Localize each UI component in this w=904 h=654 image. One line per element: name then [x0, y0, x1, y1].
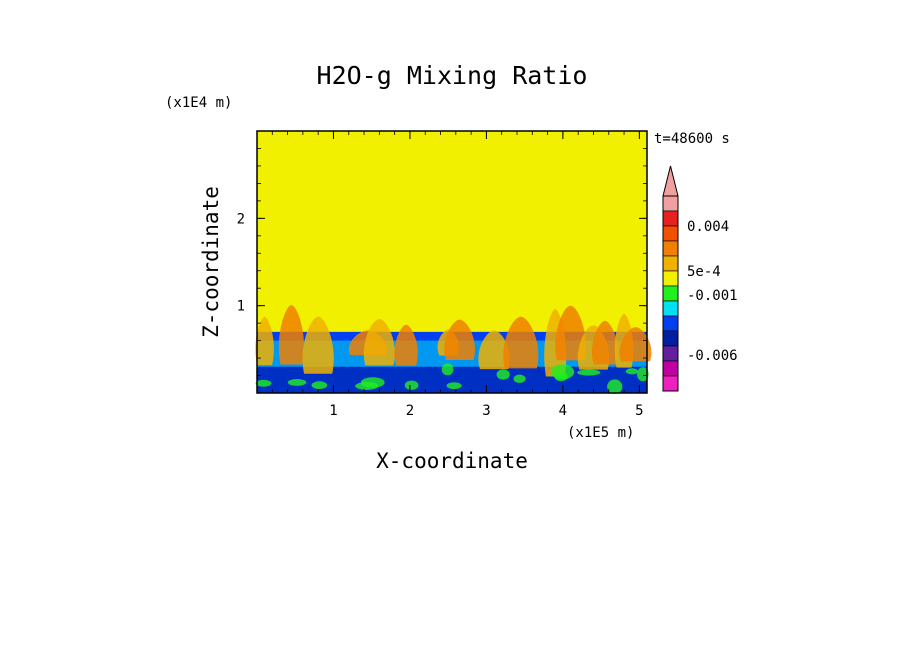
moist-patch: [404, 380, 419, 391]
plot-frame: [256, 130, 648, 394]
x-tick-label: 4: [559, 403, 567, 419]
moist-patch: [441, 363, 454, 376]
colorbar-level: [662, 300, 679, 317]
plume: [278, 305, 305, 365]
x-axis-title: X-coordinate: [376, 449, 528, 473]
colorbar-level: [662, 330, 679, 347]
y-tick-label: 1: [237, 299, 245, 315]
colorbar-level: [662, 345, 679, 362]
plume: [555, 305, 586, 361]
plume: [363, 319, 395, 366]
colorbar-label: -0.006: [687, 348, 738, 364]
moist-patch: [287, 379, 307, 386]
plume: [478, 330, 510, 370]
colorbar-extend-arrow: [662, 165, 679, 197]
moist-patch: [577, 369, 601, 376]
plume: [394, 324, 418, 366]
colorbar-level: [662, 375, 679, 392]
colorbar-level: [662, 225, 679, 242]
x-tick-label: 1: [329, 403, 337, 419]
colorbar-level: [662, 195, 679, 212]
plume: [302, 316, 334, 374]
x-tick-label: 3: [482, 403, 490, 419]
colorbar-level: [662, 270, 679, 287]
chart-title: H2O-g Mixing Ratio: [317, 61, 588, 90]
colorbar: 0.004 5e-4 -0.001 -0.006: [662, 165, 738, 392]
y-unit-label: (x1E4 m): [165, 95, 232, 111]
moist-patch: [513, 374, 526, 383]
x-tick-label: 5: [635, 403, 643, 419]
moist-patch: [360, 377, 385, 388]
x-axis-ticks: 1 2 3 4 5: [271, 131, 644, 419]
plot-area: [255, 130, 652, 395]
moist-patch: [625, 368, 639, 375]
plume: [444, 319, 476, 361]
colorbar-label: 5e-4: [687, 264, 721, 280]
colorbar-frame: [662, 195, 679, 392]
moist-patch: [496, 369, 510, 380]
moist-patch: [607, 379, 623, 395]
colorbar-level: [662, 285, 679, 302]
moist-patch: [311, 381, 328, 390]
time-label: t=48600 s: [654, 131, 730, 147]
convective-plumes: [255, 305, 652, 395]
plume: [255, 316, 274, 366]
moist-patch: [554, 371, 568, 382]
colorbar-label: -0.001: [687, 288, 738, 304]
y-axis-ticks: 12: [237, 148, 647, 376]
plume: [619, 327, 652, 362]
y-tick-label: 2: [237, 211, 245, 227]
colorbar-level: [662, 240, 679, 257]
colorbar-level: [662, 210, 679, 227]
y-axis-title: Z-coordinate: [199, 186, 223, 338]
moist-patch: [446, 382, 462, 390]
plume: [591, 320, 618, 365]
plume: [503, 316, 539, 369]
x-unit-label: (x1E5 m): [567, 425, 634, 441]
colorbar-level: [662, 360, 679, 377]
moist-patch: [255, 379, 272, 387]
colorbar-level: [662, 315, 679, 332]
moist-patch: [637, 367, 649, 382]
colorbar-level: [662, 255, 679, 272]
colorbar-label: 0.004: [687, 219, 729, 235]
x-tick-label: 2: [406, 403, 414, 419]
